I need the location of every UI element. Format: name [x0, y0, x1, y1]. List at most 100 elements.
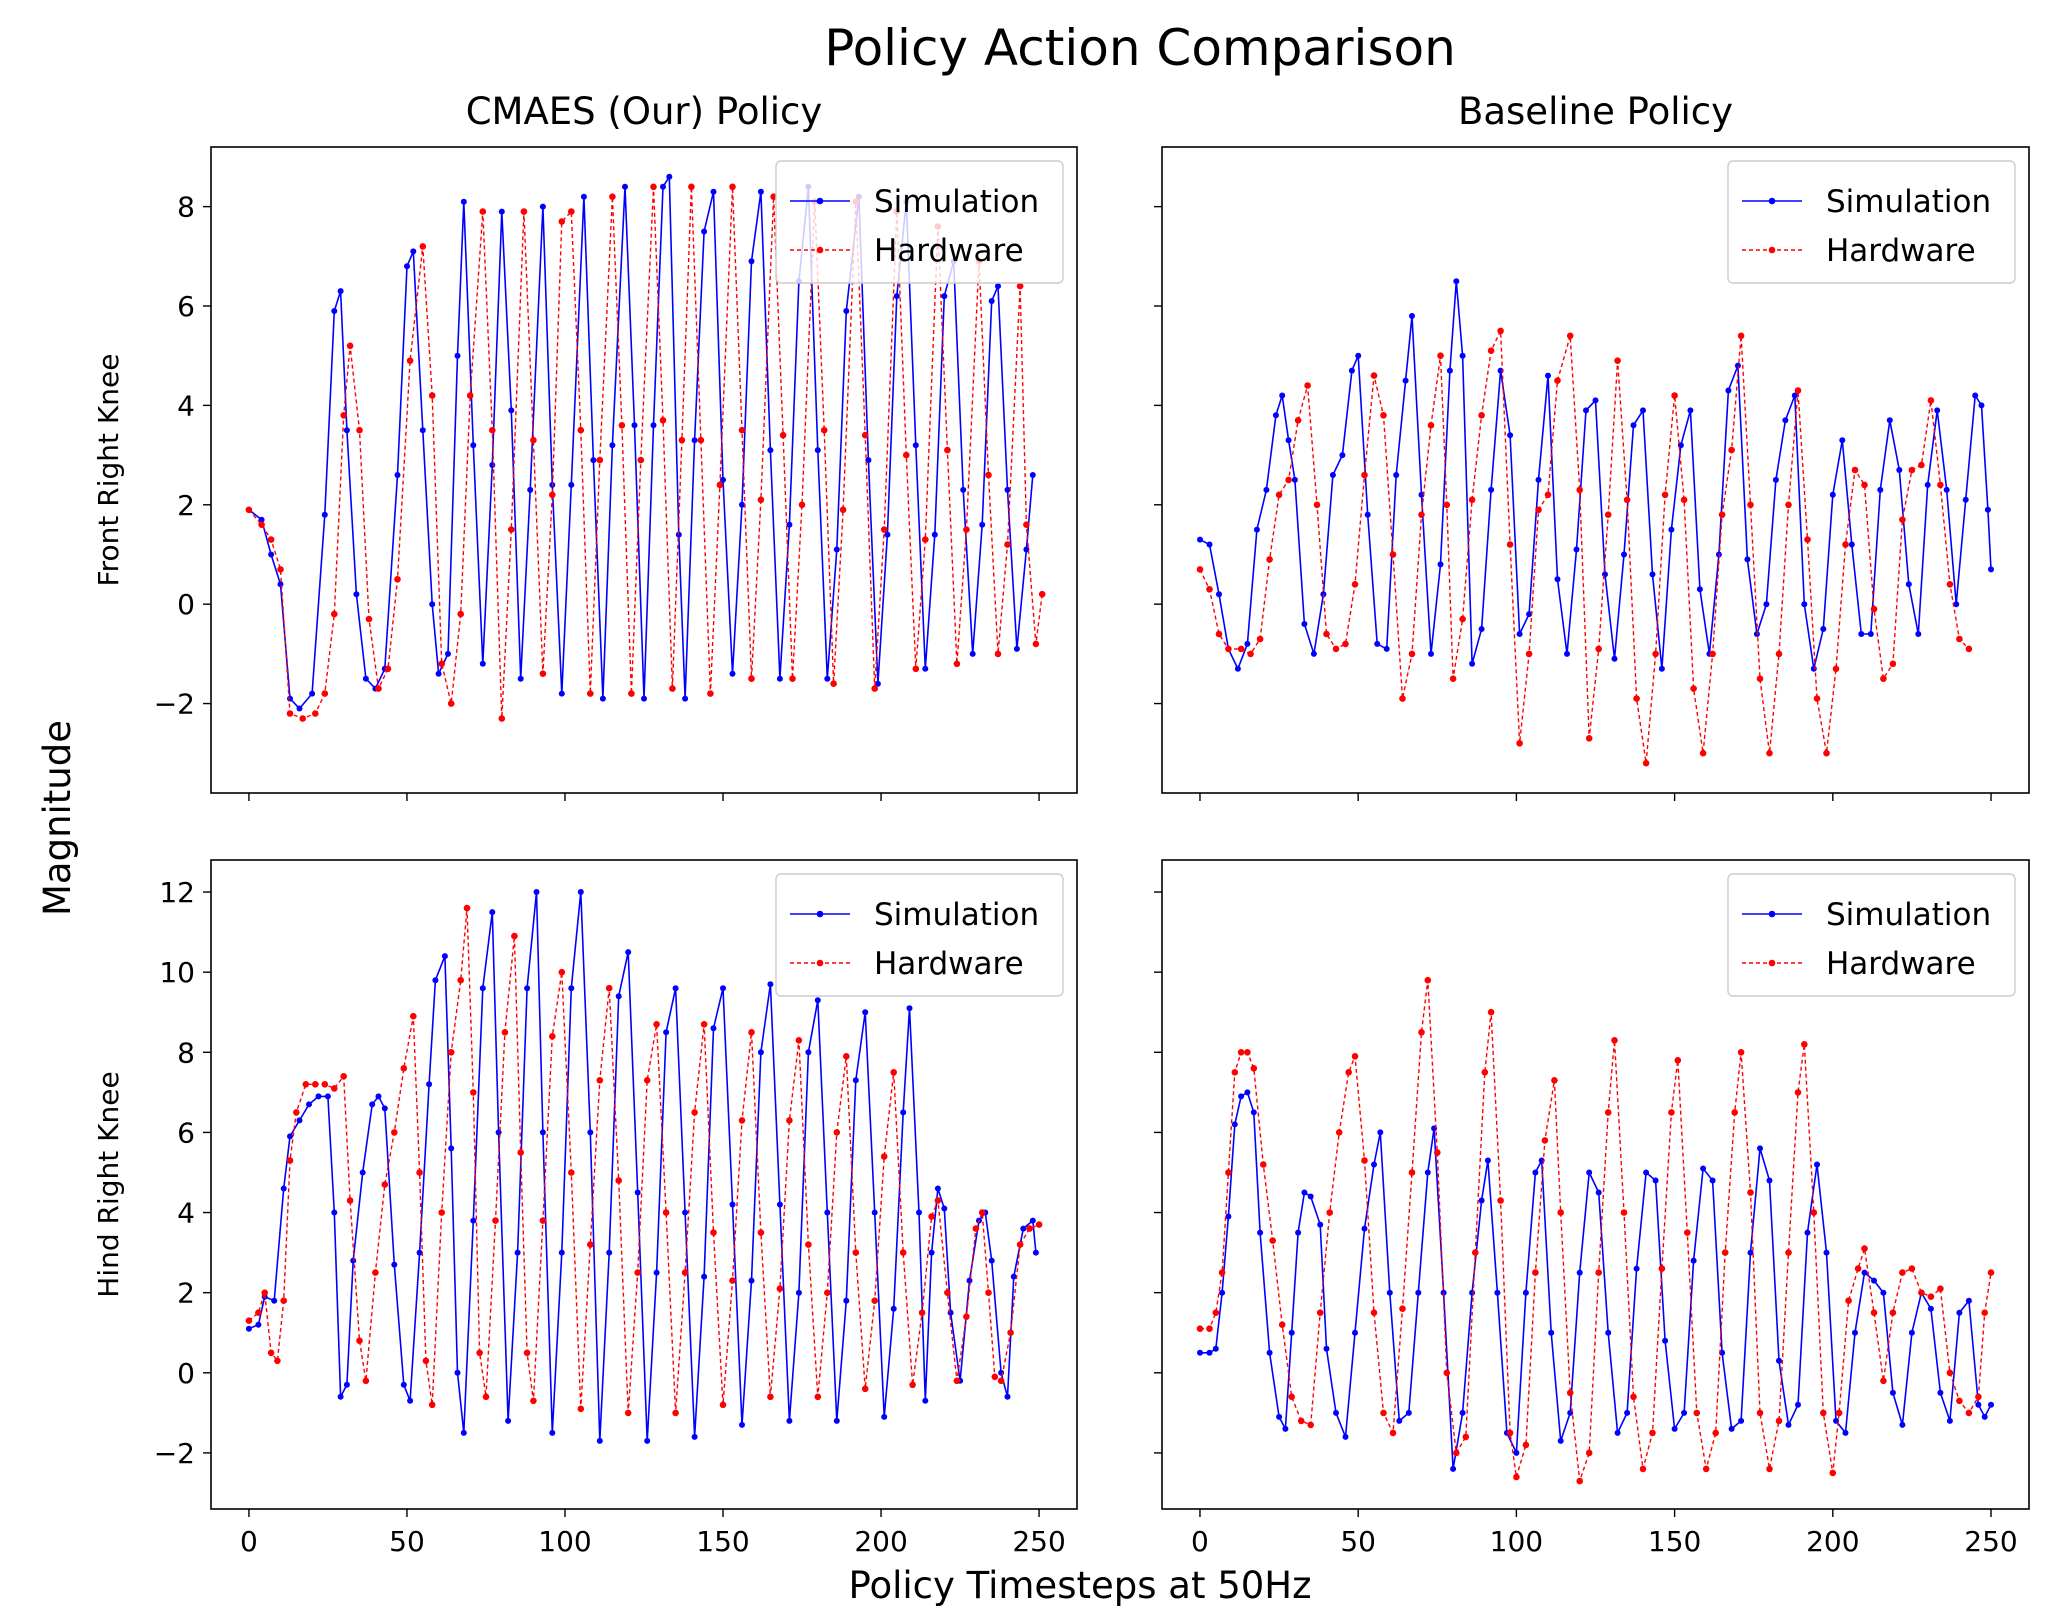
- data-point-hardware: [331, 1085, 338, 1092]
- legend-marker: [816, 910, 824, 918]
- data-point-hardware: [302, 1081, 310, 1088]
- data-point-hardware: [1462, 1433, 1470, 1441]
- data-point-hardware: [428, 1401, 436, 1409]
- data-point-hardware: [1260, 1161, 1267, 1168]
- data-point-simulation: [1829, 491, 1836, 498]
- data-point-hardware: [880, 526, 888, 533]
- data-point-simulation: [1516, 631, 1523, 637]
- data-point-simulation: [1772, 476, 1779, 483]
- data-point-hardware: [978, 1209, 986, 1216]
- data-point-simulation: [1687, 407, 1694, 414]
- data-point-simulation: [1453, 278, 1460, 285]
- data-point-simulation: [1839, 437, 1846, 444]
- data-point-hardware: [1927, 397, 1935, 404]
- data-point-simulation: [1586, 1169, 1593, 1176]
- data-point-hardware: [880, 1153, 888, 1160]
- data-point-hardware: [419, 243, 427, 250]
- data-point-hardware: [1870, 605, 1878, 613]
- data-point-hardware: [1443, 501, 1451, 509]
- data-point-simulation: [369, 1101, 376, 1108]
- data-point-hardware: [381, 1181, 389, 1188]
- data-point-hardware: [447, 1049, 455, 1056]
- data-point-hardware: [1323, 630, 1330, 638]
- data-point-simulation: [1396, 1417, 1403, 1424]
- data-point-hardware: [798, 501, 806, 509]
- data-point-hardware: [489, 426, 496, 434]
- data-point-hardware: [280, 1297, 288, 1304]
- data-point-hardware: [1756, 675, 1764, 682]
- data-point-simulation: [1649, 571, 1656, 578]
- data-point-hardware: [1313, 501, 1321, 509]
- x-tick-label: 50: [389, 1525, 425, 1558]
- data-point-hardware: [688, 183, 695, 191]
- data-point-hardware: [293, 1109, 300, 1116]
- legend-box: [775, 160, 1064, 284]
- data-point-simulation: [934, 1185, 941, 1192]
- data-point-simulation: [1386, 1289, 1393, 1296]
- data-point-simulation: [353, 591, 360, 598]
- data-point-hardware: [1639, 1465, 1647, 1473]
- data-point-hardware: [1370, 1309, 1378, 1316]
- data-point-simulation: [1301, 621, 1308, 627]
- data-point-simulation: [1238, 1093, 1245, 1100]
- data-point-hardware: [1702, 1465, 1710, 1473]
- data-point-simulation: [609, 442, 616, 449]
- data-point-hardware: [312, 1081, 319, 1088]
- data-point-simulation: [622, 183, 628, 190]
- data-point-hardware: [912, 665, 920, 673]
- data-point-simulation: [606, 1249, 613, 1256]
- data-point-hardware: [1642, 759, 1650, 767]
- data-point-hardware: [748, 1029, 755, 1036]
- data-point-simulation: [280, 1185, 287, 1192]
- data-point-hardware: [463, 904, 471, 912]
- data-point-simulation: [558, 690, 565, 697]
- data-point-hardware: [457, 610, 465, 618]
- data-point-simulation: [1956, 1309, 1963, 1316]
- data-point-hardware: [1342, 640, 1349, 648]
- data-point-hardware: [618, 422, 626, 429]
- data-point-simulation: [245, 1325, 252, 1332]
- data-point-simulation: [268, 551, 275, 558]
- data-point-hardware: [1468, 496, 1476, 504]
- data-point-hardware: [757, 1229, 765, 1236]
- data-point-simulation: [710, 188, 717, 195]
- data-point-hardware: [624, 1409, 632, 1417]
- data-point-hardware: [1427, 422, 1435, 429]
- x-tick-label: 250: [1964, 1525, 2017, 1558]
- data-point-simulation: [568, 985, 575, 992]
- data-point-hardware: [1351, 581, 1359, 588]
- data-point-simulation: [1339, 452, 1346, 459]
- data-point-hardware: [770, 193, 777, 200]
- data-point-simulation: [1871, 1277, 1877, 1284]
- legend: Simulation Hardware: [775, 873, 1064, 997]
- data-point-hardware: [1032, 640, 1040, 648]
- data-point-hardware: [1285, 476, 1292, 484]
- data-point-hardware: [1801, 1041, 1808, 1048]
- data-point-hardware: [1870, 1309, 1878, 1316]
- data-point-simulation: [988, 1257, 995, 1264]
- data-point-hardware: [1937, 481, 1944, 489]
- data-point-simulation: [381, 1105, 388, 1112]
- data-point-hardware: [470, 1089, 477, 1096]
- data-point-simulation: [1690, 1257, 1697, 1264]
- y-tick-label: 10: [159, 956, 195, 989]
- data-point-simulation: [1317, 1221, 1324, 1228]
- x-tick-label: 200: [854, 1525, 907, 1558]
- data-point-simulation: [1418, 491, 1425, 498]
- legend-marker: [1768, 959, 1776, 967]
- data-point-hardware: [1956, 635, 1963, 643]
- data-point-hardware: [1541, 1137, 1549, 1144]
- panel-title: Baseline Policy: [1458, 90, 1733, 133]
- legend-label-simulation: Simulation: [1826, 897, 1991, 933]
- data-point-simulation: [1671, 1425, 1678, 1432]
- data-point-hardware: [277, 566, 284, 573]
- series-simulation: [245, 889, 1039, 1444]
- data-point-hardware: [1709, 650, 1716, 658]
- data-point-simulation: [1848, 541, 1855, 548]
- data-point-hardware: [428, 392, 436, 399]
- data-point-simulation: [1450, 1465, 1457, 1472]
- data-point-simulation: [460, 1429, 467, 1436]
- data-point-simulation: [1029, 472, 1036, 478]
- data-point-hardware: [672, 1409, 679, 1417]
- data-point-hardware: [1633, 695, 1640, 702]
